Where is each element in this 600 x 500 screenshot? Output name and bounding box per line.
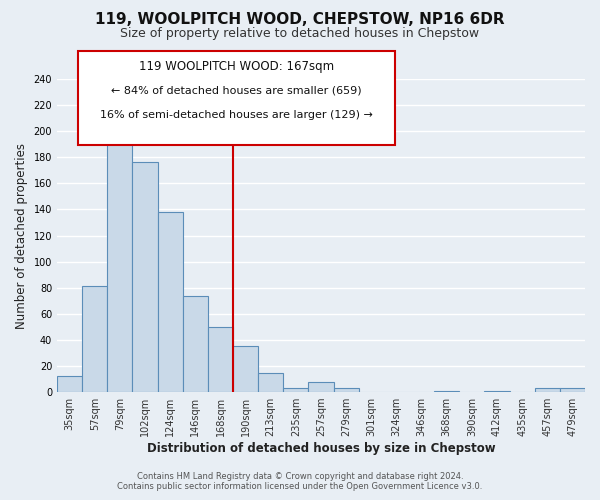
Bar [233,346,258,392]
Y-axis label: Number of detached properties: Number of detached properties [15,142,28,328]
Bar [133,162,158,392]
FancyBboxPatch shape [78,51,395,144]
Bar [308,382,334,392]
Text: ← 84% of detached houses are smaller (659): ← 84% of detached houses are smaller (65… [111,86,362,96]
Text: 119, WOOLPITCH WOOD, CHEPSTOW, NP16 6DR: 119, WOOLPITCH WOOD, CHEPSTOW, NP16 6DR [95,12,505,28]
Bar [560,388,585,392]
Text: 119 WOOLPITCH WOOD: 167sqm: 119 WOOLPITCH WOOD: 167sqm [139,60,334,73]
Text: 16% of semi-detached houses are larger (129) →: 16% of semi-detached houses are larger (… [100,110,373,120]
Bar [258,372,283,392]
Text: Size of property relative to detached houses in Chepstow: Size of property relative to detached ho… [121,28,479,40]
Bar [208,327,233,392]
Bar [535,388,560,392]
Text: Contains HM Land Registry data © Crown copyright and database right 2024.: Contains HM Land Registry data © Crown c… [137,472,463,481]
Bar [57,376,82,392]
Text: Contains public sector information licensed under the Open Government Licence v3: Contains public sector information licen… [118,482,482,491]
X-axis label: Distribution of detached houses by size in Chepstow: Distribution of detached houses by size … [147,442,496,455]
Bar [158,212,183,392]
Bar [484,391,509,392]
Bar [107,140,133,392]
Bar [82,286,107,392]
Bar [283,388,308,392]
Bar [434,391,459,392]
Bar [183,296,208,392]
Bar [334,388,359,392]
